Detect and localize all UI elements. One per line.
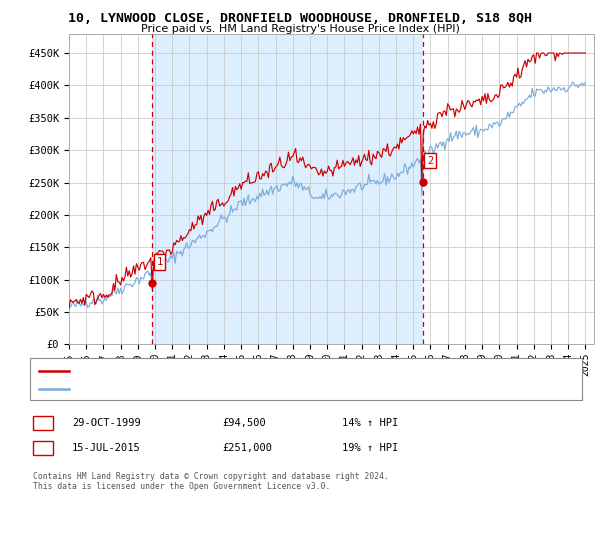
Text: 19% ↑ HPI: 19% ↑ HPI bbox=[342, 443, 398, 453]
Text: £251,000: £251,000 bbox=[222, 443, 272, 453]
Text: Contains HM Land Registry data © Crown copyright and database right 2024.
This d: Contains HM Land Registry data © Crown c… bbox=[33, 472, 389, 491]
Text: 1: 1 bbox=[157, 257, 163, 267]
Text: 10, LYNWOOD CLOSE, DRONFIELD WOODHOUSE, DRONFIELD, S18 8QH (detached house): 10, LYNWOOD CLOSE, DRONFIELD WOODHOUSE, … bbox=[75, 366, 478, 375]
Bar bbox=[152, 34, 422, 344]
Text: 14% ↑ HPI: 14% ↑ HPI bbox=[342, 418, 398, 428]
Text: Price paid vs. HM Land Registry's House Price Index (HPI): Price paid vs. HM Land Registry's House … bbox=[140, 24, 460, 34]
Text: 1: 1 bbox=[40, 418, 47, 428]
Text: 10, LYNWOOD CLOSE, DRONFIELD WOODHOUSE, DRONFIELD, S18 8QH: 10, LYNWOOD CLOSE, DRONFIELD WOODHOUSE, … bbox=[68, 12, 532, 25]
Text: 29-OCT-1999: 29-OCT-1999 bbox=[72, 418, 141, 428]
Text: HPI: Average price, detached house, North East Derbyshire: HPI: Average price, detached house, Nort… bbox=[75, 385, 382, 394]
Text: 2: 2 bbox=[427, 156, 433, 166]
Text: 2: 2 bbox=[40, 443, 47, 453]
Text: £94,500: £94,500 bbox=[222, 418, 266, 428]
Text: 15-JUL-2015: 15-JUL-2015 bbox=[72, 443, 141, 453]
